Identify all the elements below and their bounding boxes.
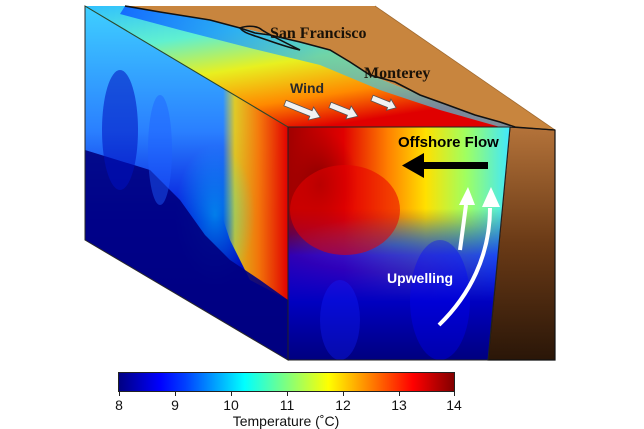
label-monterey: Monterey <box>364 65 431 82</box>
wind-arrow-icon <box>370 94 397 111</box>
colorbar-tick-label: 12 <box>335 397 351 413</box>
colorbar-tick <box>454 392 455 396</box>
colorbar-tick <box>231 392 232 396</box>
colorbar-tick-label: 10 <box>223 397 239 413</box>
colorbar-tick <box>119 392 120 396</box>
wind-arrow-icon <box>328 101 359 120</box>
colorbar-tick <box>175 392 176 396</box>
colorbar-tick-label: 13 <box>391 397 407 413</box>
label-offshore-flow: Offshore Flow <box>398 134 499 151</box>
colorbar-tick-label: 9 <box>171 397 179 413</box>
label-san-francisco: San Francisco <box>270 25 367 42</box>
colorbar-title: Temperature (˚C) <box>232 413 340 429</box>
colorbar-tick-label: 8 <box>115 397 123 413</box>
land-top <box>125 6 555 130</box>
sf-bay-outline <box>238 25 301 51</box>
front-face-section <box>288 127 510 360</box>
upwelling-arrow-icon <box>437 207 492 327</box>
ocean-surface <box>85 6 515 127</box>
temperature-colorbar <box>118 372 455 392</box>
coastline <box>124 5 516 128</box>
colorbar-tick <box>399 392 400 396</box>
colorbar-tick <box>343 392 344 396</box>
colorbar-tick-label: 11 <box>279 397 295 413</box>
wind-arrow-icon <box>283 99 321 121</box>
upwelling-arrows <box>437 187 500 327</box>
offshore-flow-arrow-icon <box>402 153 488 178</box>
wind-arrows <box>283 94 397 121</box>
colorbar-tick <box>287 392 288 396</box>
label-upwelling: Upwelling <box>387 270 454 286</box>
upwelling-arrow-icon <box>458 204 468 251</box>
label-wind: Wind <box>290 80 325 96</box>
colorbar-tick-label: 14 <box>446 397 462 413</box>
